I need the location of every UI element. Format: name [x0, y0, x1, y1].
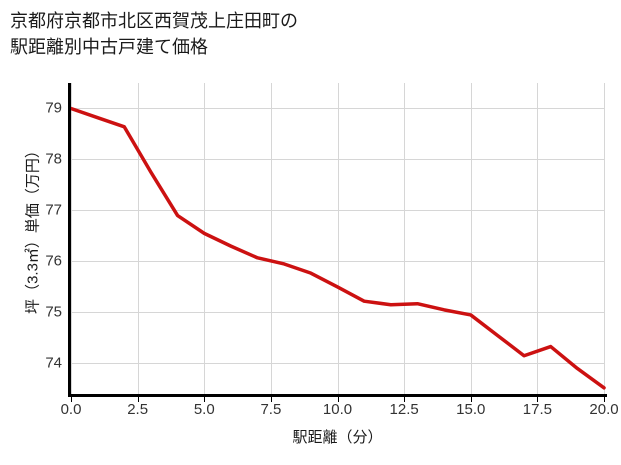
x-axis-spine	[68, 394, 607, 397]
gridline-vertical	[604, 83, 605, 396]
y-axis-title: 坪（3.3㎡）単価（万円）	[24, 143, 42, 314]
x-tick-label: 10.0	[322, 401, 353, 418]
y-axis-tick-labels: 74 75 76 77 78 79	[0, 83, 62, 396]
x-tick-mark	[270, 397, 272, 402]
gridline-vertical	[204, 83, 206, 396]
x-tick-label: 7.5	[260, 401, 282, 418]
x-tick-mark	[204, 397, 206, 402]
x-tick-mark	[537, 397, 539, 402]
line-series-path	[69, 106, 606, 390]
gridline-vertical	[470, 83, 472, 396]
x-tick-label: 20.0	[589, 401, 619, 418]
x-tick-label: 15.0	[456, 401, 486, 418]
x-tick-mark	[337, 397, 339, 402]
x-tick-mark	[604, 397, 605, 402]
chart-title: 京都府京都市北区西賀茂上庄田町の 駅距離別中古戸建て価格	[10, 11, 298, 57]
x-tick-label: 2.5	[127, 401, 149, 418]
line-series-svg	[69, 106, 606, 390]
y-tick-label: 77	[45, 201, 62, 219]
x-tick-mark	[71, 397, 72, 402]
x-axis-tick-labels: 0.0 2.5 5.0 7.5 10.0 12.5 15.0 17.5 20.0	[61, 401, 619, 424]
x-tick-label: 0.0	[60, 401, 82, 418]
x-axis-title: 駅距離（分）	[292, 429, 383, 446]
gridline-vertical	[337, 83, 339, 396]
x-tick-label: 5.0	[193, 401, 215, 418]
x-tick-mark	[137, 397, 139, 402]
y-tick-label: 79	[45, 99, 62, 117]
y-tick-label: 78	[45, 150, 62, 168]
y-tick-label: 75	[45, 303, 62, 321]
x-tick-mark	[470, 397, 472, 402]
gridline-vertical	[137, 83, 139, 396]
gridline-vertical	[270, 83, 272, 396]
y-tick-label: 74	[45, 354, 62, 372]
x-tick-mark	[404, 397, 406, 402]
plot-area	[69, 83, 606, 396]
gridline-vertical	[404, 83, 406, 396]
y-axis-spine	[68, 83, 71, 397]
x-tick-label: 12.5	[389, 401, 419, 418]
gridline-vertical	[537, 83, 539, 396]
gridline-vertical	[71, 83, 72, 396]
x-tick-label: 17.5	[522, 401, 552, 418]
y-tick-label: 76	[45, 252, 62, 270]
